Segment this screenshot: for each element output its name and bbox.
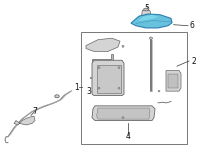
Polygon shape <box>97 65 121 93</box>
Polygon shape <box>92 60 124 96</box>
Text: 2: 2 <box>191 57 196 66</box>
Ellipse shape <box>144 8 148 11</box>
Ellipse shape <box>118 87 120 89</box>
Ellipse shape <box>98 87 100 89</box>
Polygon shape <box>168 74 178 88</box>
Text: 5: 5 <box>145 4 149 13</box>
Polygon shape <box>86 38 120 51</box>
Ellipse shape <box>122 45 124 47</box>
Ellipse shape <box>122 117 124 119</box>
Ellipse shape <box>150 37 152 39</box>
Polygon shape <box>14 116 35 125</box>
Polygon shape <box>97 108 150 119</box>
Text: 1: 1 <box>74 83 79 92</box>
Text: 6: 6 <box>189 21 194 30</box>
Text: 3: 3 <box>86 87 91 96</box>
Polygon shape <box>138 15 158 21</box>
Ellipse shape <box>158 90 160 92</box>
Ellipse shape <box>55 95 59 98</box>
Ellipse shape <box>90 77 92 79</box>
Polygon shape <box>142 10 150 15</box>
Polygon shape <box>92 106 155 121</box>
Polygon shape <box>92 54 113 62</box>
Polygon shape <box>166 71 181 91</box>
Bar <box>81 32 187 144</box>
Polygon shape <box>131 14 172 28</box>
Text: 7: 7 <box>33 107 37 116</box>
Ellipse shape <box>98 67 100 69</box>
Text: 4: 4 <box>126 132 130 141</box>
Ellipse shape <box>118 67 120 69</box>
